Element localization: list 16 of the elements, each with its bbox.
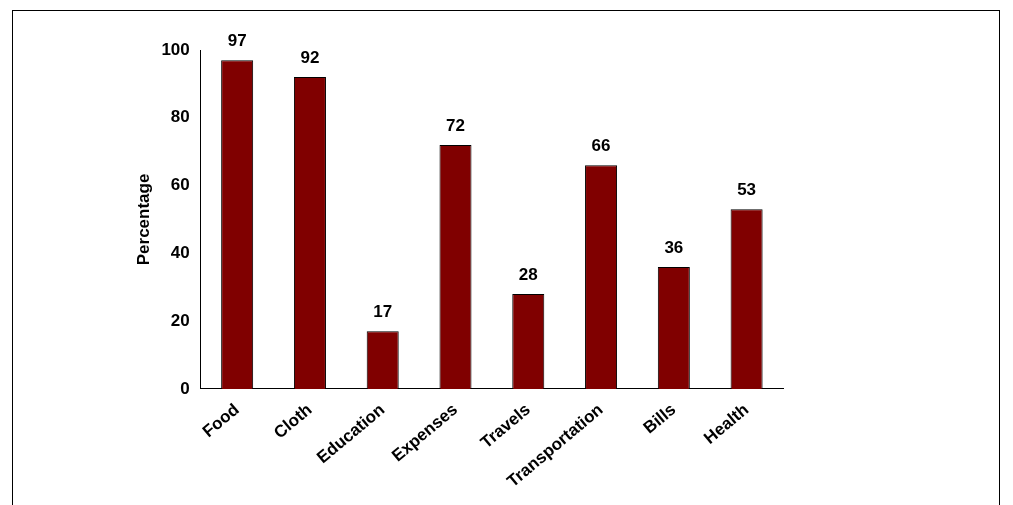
data-label: 97 xyxy=(227,31,247,51)
y-tick-label: 100 xyxy=(161,39,190,59)
y-axis-title: Percentage xyxy=(133,173,153,266)
data-label: 53 xyxy=(737,180,757,200)
y-tick-label: 80 xyxy=(170,107,190,127)
x-tick-label: Bills xyxy=(639,399,680,438)
y-tick-label: 40 xyxy=(170,243,190,263)
data-label: 17 xyxy=(373,302,393,322)
data-label: 72 xyxy=(446,116,465,136)
data-label: 92 xyxy=(300,48,320,68)
y-tick-label: 20 xyxy=(170,310,190,330)
data-label: 28 xyxy=(518,265,538,285)
data-label: 36 xyxy=(664,238,684,258)
y-tick-label: 60 xyxy=(170,175,190,195)
y-tick-label: 0 xyxy=(180,378,190,398)
data-label: 66 xyxy=(591,136,611,156)
